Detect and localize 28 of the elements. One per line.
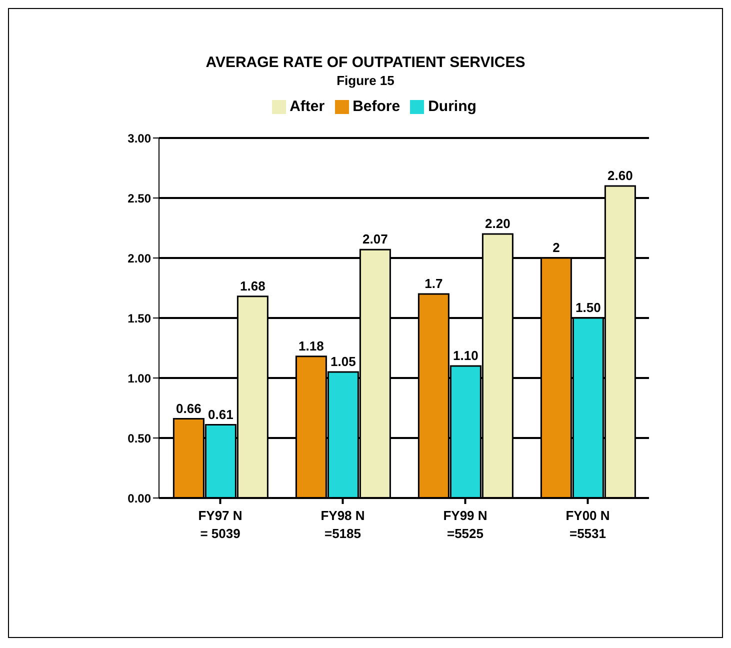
- data-label: 0.66: [176, 400, 202, 416]
- legend-label: Before: [352, 98, 400, 115]
- y-tick-label: 3.00: [128, 131, 152, 146]
- data-label: 1.05: [330, 354, 356, 369]
- data-label: 2.07: [362, 232, 388, 247]
- y-tick-label: 1.50: [128, 311, 152, 326]
- data-label: 2.20: [485, 216, 510, 231]
- chart-title: AVERAGE RATE OF OUTPATIENT SERVICES: [204, 54, 526, 71]
- data-label: 1.18: [298, 338, 324, 354]
- x-tick-label: FY00 N =5531: [566, 508, 610, 541]
- data-label: 2: [552, 240, 560, 255]
- y-tick-label: 2.00: [128, 251, 152, 266]
- chart-subtitle: Figure 15: [336, 73, 396, 88]
- data-label: 1.10: [453, 348, 478, 363]
- data-label: 0.61: [208, 406, 234, 422]
- data-label: 1.50: [576, 300, 601, 315]
- legend-label: After: [290, 98, 325, 115]
- y-tick-label: 0.50: [128, 431, 152, 446]
- legend-label: During: [428, 98, 476, 115]
- y-tick-label: 2.50: [128, 191, 152, 206]
- x-tick-label: FY97 N = 5039: [198, 508, 242, 541]
- y-tick-label: 1.00: [128, 371, 152, 386]
- x-tick-label: FY99 N =5525: [443, 508, 488, 541]
- data-label: 1.7: [424, 276, 443, 291]
- data-label: 1.68: [240, 278, 266, 294]
- y-tick-label: 0.00: [128, 491, 152, 506]
- data-label: 2.60: [608, 168, 633, 183]
- x-tick-label: FY98 N =5185: [320, 508, 365, 541]
